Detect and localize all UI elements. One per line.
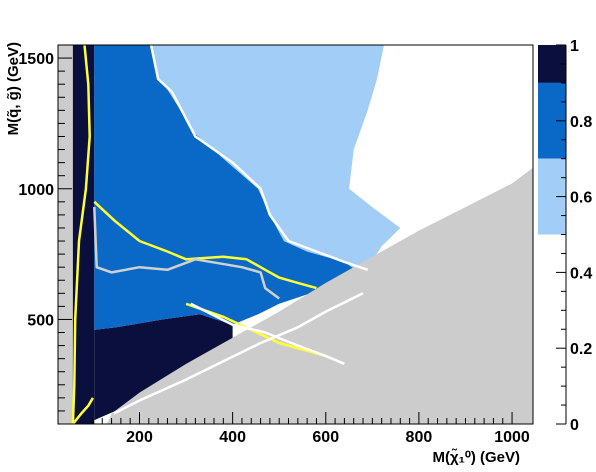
z-tick-label-1: 0.2	[570, 341, 592, 358]
x-tick-label-1: 400	[219, 429, 246, 446]
z-tick-label-4: 0.8	[570, 114, 592, 131]
contour-line-3	[185, 302, 327, 358]
y-axis-label: M(q̃, g̃) (GeV)	[5, 42, 22, 135]
contour-line-6	[190, 302, 345, 366]
contour-line-0	[71, 45, 91, 424]
plot-area	[58, 45, 533, 424]
z-tick-label-3: 0.6	[570, 190, 592, 207]
contour-line-2	[93, 200, 317, 290]
x-tick-label-0: 200	[126, 429, 153, 446]
contour-line-7	[113, 292, 364, 415]
z-tick-label-0: 0	[570, 417, 579, 434]
excluded-region-left	[58, 45, 73, 424]
z-tick-label-2: 0.4	[570, 265, 592, 282]
x-tick-label-2: 600	[312, 429, 339, 446]
axes: 200 400 600 800 1000 500 1000 1500	[18, 44, 534, 446]
x-tick-label-4: 1000	[494, 429, 530, 446]
contour-line-1	[71, 397, 94, 424]
contour-line-5	[149, 45, 369, 271]
contour-line-4	[93, 207, 280, 300]
x-axis-label: M(χ̃₁⁰) (GeV)	[432, 448, 520, 466]
y-tick-label-0: 500	[27, 312, 54, 329]
heatmap-region-1	[94, 314, 233, 421]
plot-frame	[57, 44, 534, 425]
x-tick-label-3: 800	[406, 429, 433, 446]
y-tick-label-2: 1500	[18, 51, 54, 68]
y-tick-label-1: 1000	[18, 182, 54, 199]
heatmap-region-3	[151, 45, 401, 275]
color-scale: 0 0.2 0.4 0.6 0.8 1	[538, 38, 592, 434]
z-tick-label-5: 1	[570, 38, 579, 55]
kinematic-excluded-region	[106, 167, 533, 424]
plot-content	[58, 45, 533, 424]
heatmap-region-2	[94, 45, 364, 330]
